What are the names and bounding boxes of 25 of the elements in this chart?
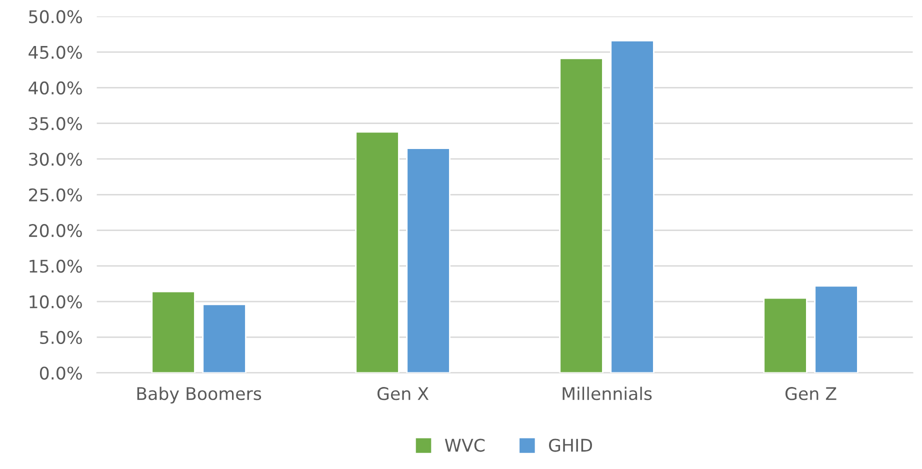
y-tick-label: 40.0%	[28, 81, 82, 95]
x-tick-label: Baby Boomers	[137, 386, 262, 404]
y-tick-label: 5.0%	[40, 330, 82, 344]
bar	[202, 304, 246, 373]
bar	[406, 148, 450, 373]
x-tick-label: Gen Z	[785, 387, 836, 400]
bar	[559, 58, 604, 373]
y-tick-label: 30.0%	[29, 152, 82, 166]
bar	[610, 40, 654, 373]
bar	[814, 285, 858, 373]
bar	[355, 131, 400, 373]
y-tick-label: 0.0%	[40, 366, 82, 380]
bar	[151, 290, 196, 373]
legend-label: GHID	[548, 438, 592, 452]
bar	[763, 297, 808, 373]
y-tick-label: 10.0%	[30, 295, 82, 308]
y-tick-label: 15.0%	[30, 260, 82, 273]
legend-label: WVC	[444, 438, 485, 452]
y-tick-label: 50.0%	[29, 10, 82, 24]
x-tick-label: Millennials	[562, 386, 652, 400]
y-tick-label: 45.0%	[28, 46, 82, 59]
y-tick-label: 20.0%	[29, 224, 82, 238]
y-tick-label: 35.0%	[29, 117, 82, 130]
y-tick-label: 25.0%	[29, 188, 82, 202]
x-tick-label: Gen X	[378, 387, 429, 400]
